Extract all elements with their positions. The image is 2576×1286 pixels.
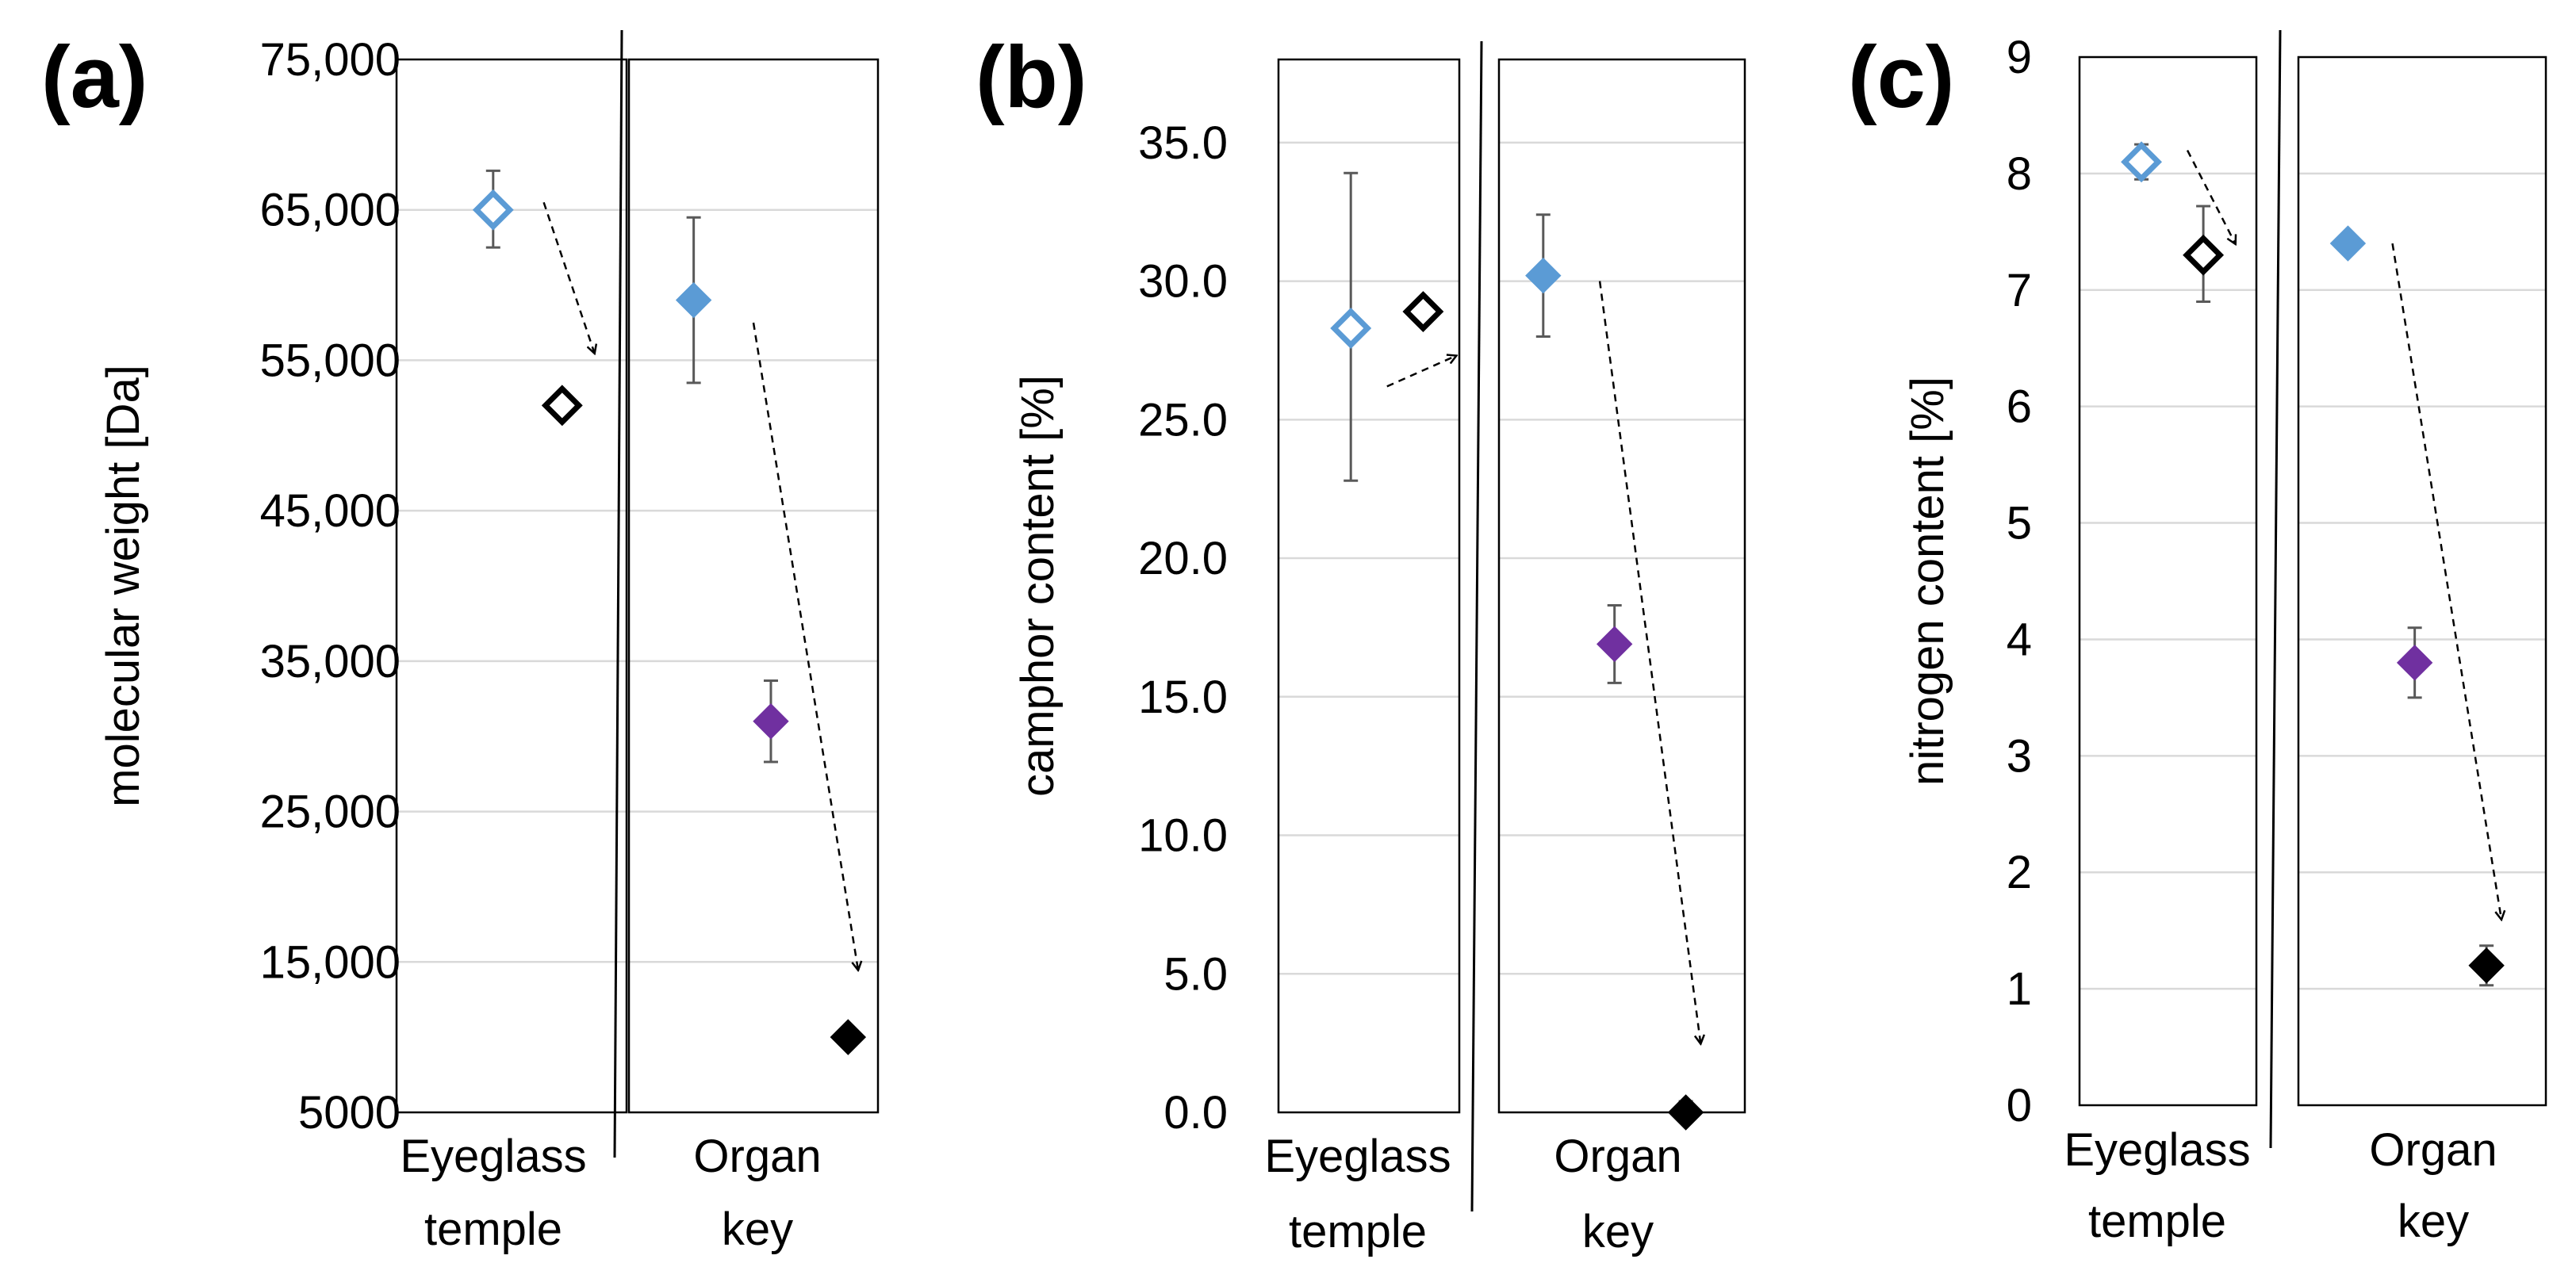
category-label-line2: temple <box>1289 1206 1427 1257</box>
trend-arrow <box>1386 356 1456 388</box>
y-tick-label: 2 <box>2007 847 2032 898</box>
panel-label: (a) <box>41 29 148 126</box>
plot-frame-left <box>1277 58 1461 1114</box>
y-axis-label: nitrogen content [%] <box>1902 377 1953 786</box>
y-tick-label: 20.0 <box>1138 533 1228 584</box>
plot-frame-right <box>2297 55 2547 1107</box>
data-point-organ-key-2 <box>1596 626 1633 663</box>
y-tick-label: 15.0 <box>1138 672 1228 723</box>
panel-a: 5000 15,000 25,000 35,000 45,000 55,000 65,000… <box>41 29 880 1255</box>
category-label-line2: temple <box>424 1204 562 1255</box>
y-tick-label: 75,000 <box>260 34 401 86</box>
data-point-organ-key-3 <box>2468 947 2505 984</box>
category-label-line1: Eyeglass <box>400 1131 586 1182</box>
trend-arrow <box>2391 243 2501 919</box>
data-point-eyeglass-before <box>472 189 514 231</box>
y-tick-label: 4 <box>2007 614 2032 665</box>
category-label-line2: key <box>2398 1196 2469 1247</box>
category-label-line1: Organ <box>2369 1124 2497 1176</box>
y-tick-label: 9 <box>2007 32 2032 83</box>
data-point-eyeglass-after <box>1402 291 1444 332</box>
y-tick-label: 5.0 <box>1163 948 1228 1000</box>
category-label-line1: Organ <box>693 1131 821 1182</box>
y-tick-label: 35.0 <box>1138 117 1228 169</box>
category-label-line1: Eyeglass <box>2064 1124 2250 1176</box>
category-label-line2: temple <box>2088 1196 2226 1247</box>
trend-arrow <box>1598 281 1700 1043</box>
y-tick-label: 0.0 <box>1163 1087 1228 1139</box>
y-axis-label: molecular weight [Da] <box>98 365 149 807</box>
plot-frame-left <box>2078 55 2258 1107</box>
trend-arrow <box>542 201 595 353</box>
y-tick-label: 25.0 <box>1138 394 1228 446</box>
y-axis-label: camphor content [%] <box>1012 375 1064 797</box>
plot-frame-left <box>395 58 628 1114</box>
y-tick-label: 55,000 <box>260 335 401 386</box>
plot-frame-right <box>627 58 880 1114</box>
group-gap <box>2257 55 2298 1108</box>
y-tick-label: 7 <box>2007 265 2032 316</box>
data-point-eyeglass-before <box>1330 308 1372 349</box>
y-tick-label: 35,000 <box>260 636 401 687</box>
y-tick-label: 25,000 <box>260 787 401 838</box>
data-point-organ-key-2 <box>2396 645 2433 681</box>
trend-arrow <box>2186 149 2235 244</box>
y-tick-label: 0 <box>2007 1080 2032 1131</box>
group-divider <box>613 29 623 1158</box>
trend-arrow <box>752 322 858 970</box>
data-point-organ-key-2 <box>753 703 789 740</box>
y-tick-label: 15,000 <box>260 936 401 988</box>
y-tick-label: 6 <box>2007 381 2032 433</box>
y-tick-label: 10.0 <box>1138 810 1228 862</box>
y-tick-label: 5 <box>2007 498 2032 549</box>
data-point-organ-key-1 <box>2329 225 2367 262</box>
data-point-organ-key-1 <box>675 281 712 319</box>
panel-c: 0 1 2 3 4 5 6 7 8 9 nitrogen content [%] (c) Eyeglas… <box>1848 29 2547 1247</box>
group-divider <box>2269 29 2282 1149</box>
panel-b: 0.0 5.0 10.0 15.0 20.0 25.0 30.0 35.0 camphor co… <box>976 29 1746 1257</box>
plot-frame-right <box>1497 58 1746 1114</box>
y-tick-label: 45,000 <box>260 485 401 537</box>
y-tick-label: 30.0 <box>1138 256 1228 308</box>
category-label-line2: key <box>1582 1206 1654 1257</box>
y-tick-label: 65,000 <box>260 185 401 236</box>
group-divider <box>1470 40 1483 1212</box>
data-point-organ-key-3 <box>830 1019 867 1055</box>
category-label-line1: Organ <box>1554 1131 1681 1182</box>
panel-label: (c) <box>1848 29 1954 126</box>
y-tick-label: 5000 <box>298 1087 401 1139</box>
panel-label: (b) <box>976 29 1087 126</box>
category-label-line2: key <box>722 1204 793 1255</box>
data-point-organ-key-1 <box>1525 257 1562 294</box>
data-point-eyeglass-after <box>2183 234 2225 276</box>
data-point-eyeglass-before <box>2121 141 2162 183</box>
y-tick-label: 8 <box>2007 148 2032 200</box>
data-point-organ-key-3 <box>1667 1094 1704 1131</box>
y-tick-label: 3 <box>2007 730 2032 782</box>
y-tick-label: 1 <box>2007 963 2032 1015</box>
category-label-line1: Eyeglass <box>1264 1131 1451 1182</box>
data-point-eyeglass-after <box>541 385 583 427</box>
